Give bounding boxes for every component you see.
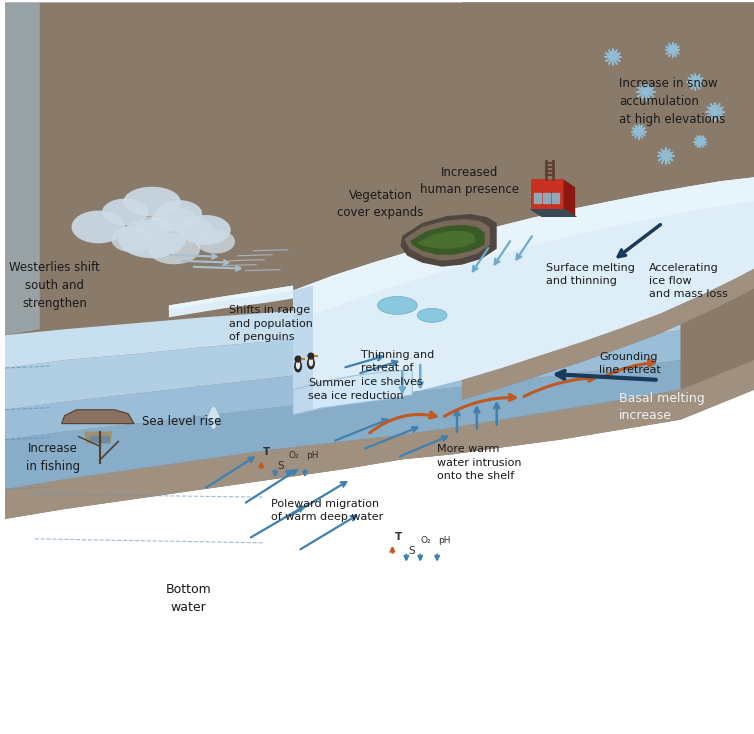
Text: Accelerating
ice flow
and mass loss: Accelerating ice flow and mass loss: [648, 263, 728, 299]
FancyArrowPatch shape: [495, 241, 510, 264]
Polygon shape: [462, 2, 754, 400]
FancyArrowPatch shape: [556, 371, 656, 379]
Polygon shape: [5, 2, 754, 519]
Text: T: T: [263, 448, 271, 457]
Polygon shape: [417, 231, 476, 249]
Text: Poleward migration
of warm deep water: Poleward migration of warm deep water: [271, 499, 384, 523]
FancyArrowPatch shape: [300, 516, 356, 549]
Polygon shape: [532, 179, 563, 209]
Text: pH: pH: [438, 536, 451, 545]
FancyArrowPatch shape: [251, 506, 303, 537]
Ellipse shape: [152, 207, 196, 231]
FancyArrowPatch shape: [474, 407, 480, 429]
Polygon shape: [5, 283, 681, 368]
Ellipse shape: [296, 361, 300, 369]
FancyArrowPatch shape: [345, 355, 382, 367]
Text: More warm
water intrusion
onto the shelf: More warm water intrusion onto the shelf: [437, 445, 522, 481]
FancyArrowPatch shape: [418, 365, 423, 388]
FancyArrowPatch shape: [603, 360, 654, 377]
Polygon shape: [529, 209, 577, 217]
Polygon shape: [462, 269, 754, 400]
Text: Increase in snow
accumulation
at high elevations: Increase in snow accumulation at high el…: [619, 77, 725, 126]
Polygon shape: [293, 286, 313, 415]
Text: Shifts in range
and population
of penguins: Shifts in range and population of pengui…: [228, 305, 312, 342]
Ellipse shape: [135, 217, 171, 238]
FancyArrowPatch shape: [400, 436, 447, 457]
Text: Bottom
water: Bottom water: [166, 583, 212, 614]
Bar: [101, 435, 109, 442]
Ellipse shape: [181, 215, 231, 245]
Text: Increase
in fishing: Increase in fishing: [26, 442, 80, 473]
Ellipse shape: [112, 226, 153, 252]
Polygon shape: [404, 219, 490, 261]
Text: O₂: O₂: [288, 451, 299, 460]
Text: Sea level rise: Sea level rise: [142, 415, 222, 428]
FancyArrowPatch shape: [360, 360, 397, 373]
FancyArrowPatch shape: [618, 225, 661, 257]
FancyArrowPatch shape: [524, 375, 595, 396]
Ellipse shape: [148, 233, 201, 264]
Bar: [535, 193, 541, 203]
Text: pH: pH: [306, 451, 318, 460]
Ellipse shape: [155, 200, 202, 227]
FancyArrowPatch shape: [246, 470, 296, 503]
Text: Surface melting
and thinning: Surface melting and thinning: [547, 263, 636, 286]
Bar: [553, 193, 559, 203]
Polygon shape: [5, 305, 681, 410]
Polygon shape: [5, 360, 681, 489]
Polygon shape: [169, 286, 293, 317]
Text: Increased
human presence: Increased human presence: [421, 166, 520, 196]
FancyArrowPatch shape: [494, 404, 499, 425]
Polygon shape: [5, 360, 754, 519]
Ellipse shape: [417, 308, 447, 322]
Text: S: S: [277, 461, 284, 471]
Ellipse shape: [72, 211, 125, 244]
Text: Westerlies shift
south and
strengthen: Westerlies shift south and strengthen: [9, 261, 100, 310]
FancyArrowPatch shape: [369, 412, 436, 433]
Text: Basal melting
increase: Basal melting increase: [619, 392, 705, 422]
Polygon shape: [5, 2, 40, 335]
Polygon shape: [293, 370, 412, 415]
Text: Vegetation
cover expands: Vegetation cover expands: [337, 189, 424, 219]
Text: Thinning and
retreat of
ice shelves: Thinning and retreat of ice shelves: [360, 350, 434, 387]
FancyArrowPatch shape: [516, 236, 532, 259]
Ellipse shape: [196, 230, 235, 253]
FancyArrowPatch shape: [290, 482, 346, 515]
Polygon shape: [400, 214, 497, 266]
Bar: [90, 435, 98, 442]
FancyArrowPatch shape: [444, 394, 515, 416]
Ellipse shape: [124, 186, 181, 217]
Text: S: S: [409, 546, 415, 556]
FancyArrowPatch shape: [206, 457, 254, 487]
Polygon shape: [84, 432, 112, 443]
FancyArrowPatch shape: [336, 419, 388, 440]
Ellipse shape: [378, 297, 417, 314]
Circle shape: [295, 355, 302, 363]
FancyArrowPatch shape: [473, 248, 489, 272]
Ellipse shape: [176, 218, 213, 239]
Text: Summer
sea ice reduction: Summer sea ice reduction: [308, 378, 403, 401]
Polygon shape: [293, 178, 754, 415]
Text: O₂: O₂: [420, 536, 431, 545]
Ellipse shape: [308, 358, 313, 366]
Ellipse shape: [294, 360, 302, 372]
Ellipse shape: [307, 357, 315, 369]
Polygon shape: [410, 225, 485, 255]
Ellipse shape: [118, 219, 186, 258]
Circle shape: [308, 352, 314, 360]
Polygon shape: [169, 286, 293, 310]
Polygon shape: [563, 179, 575, 217]
Text: Grounding
line retreat: Grounding line retreat: [599, 352, 661, 375]
FancyArrowPatch shape: [400, 371, 405, 392]
Polygon shape: [62, 410, 134, 424]
Polygon shape: [293, 178, 754, 320]
FancyArrowPatch shape: [365, 427, 417, 448]
FancyArrowPatch shape: [455, 410, 459, 432]
Bar: [544, 193, 550, 203]
Text: T: T: [394, 532, 402, 542]
Ellipse shape: [102, 199, 149, 225]
Polygon shape: [5, 330, 681, 440]
